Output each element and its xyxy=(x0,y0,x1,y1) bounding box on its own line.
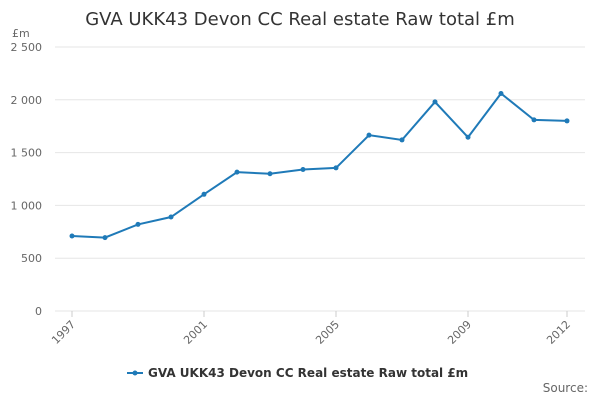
data-point[interactable] xyxy=(267,171,273,177)
series-line[interactable] xyxy=(71,92,568,239)
data-point[interactable] xyxy=(399,137,405,143)
y-tick-label: 0 xyxy=(35,305,42,318)
series-layer xyxy=(69,90,570,241)
data-point[interactable] xyxy=(498,90,504,96)
y-axis-ticks: 0 500 1 000 1 500 2 000 2 500 xyxy=(11,41,43,318)
x-tick-label: 2009 xyxy=(445,318,474,347)
legend[interactable]: GVA UKK43 Devon CC Real estate Raw total… xyxy=(127,366,468,380)
y-axis-unit: £m xyxy=(12,27,30,40)
data-point[interactable] xyxy=(135,221,141,227)
x-tick-label: 2012 xyxy=(544,318,573,347)
data-point[interactable] xyxy=(234,169,240,175)
data-point[interactable] xyxy=(432,99,438,105)
chart-title: GVA UKK43 Devon CC Real estate Raw total… xyxy=(85,9,515,30)
y-tick-label: 2 500 xyxy=(11,41,43,54)
data-point[interactable] xyxy=(564,118,570,124)
data-point[interactable] xyxy=(201,191,207,197)
y-tick-label: 2 000 xyxy=(11,94,43,107)
y-tick-label: 500 xyxy=(21,252,42,265)
x-tick-label: 2001 xyxy=(181,318,210,347)
data-point[interactable] xyxy=(300,166,306,172)
grid-lines xyxy=(55,46,585,312)
data-point[interactable] xyxy=(168,214,174,220)
x-tick-label: 1997 xyxy=(49,318,78,347)
data-point[interactable] xyxy=(531,117,537,123)
data-point[interactable] xyxy=(102,235,108,241)
x-tick-label: 2005 xyxy=(313,318,342,347)
x-axis-ticks: 1997 2001 2005 2009 2012 xyxy=(49,311,573,347)
legend-label: GVA UKK43 Devon CC Real estate Raw total… xyxy=(148,366,468,380)
data-point[interactable] xyxy=(465,134,471,140)
legend-point-marker xyxy=(132,370,138,376)
data-point[interactable] xyxy=(69,233,75,239)
data-point[interactable] xyxy=(333,165,339,171)
data-point[interactable] xyxy=(366,132,372,138)
source-label: Source: xyxy=(543,381,588,395)
y-tick-label: 1 000 xyxy=(11,199,43,212)
y-tick-label: 1 500 xyxy=(11,147,43,160)
